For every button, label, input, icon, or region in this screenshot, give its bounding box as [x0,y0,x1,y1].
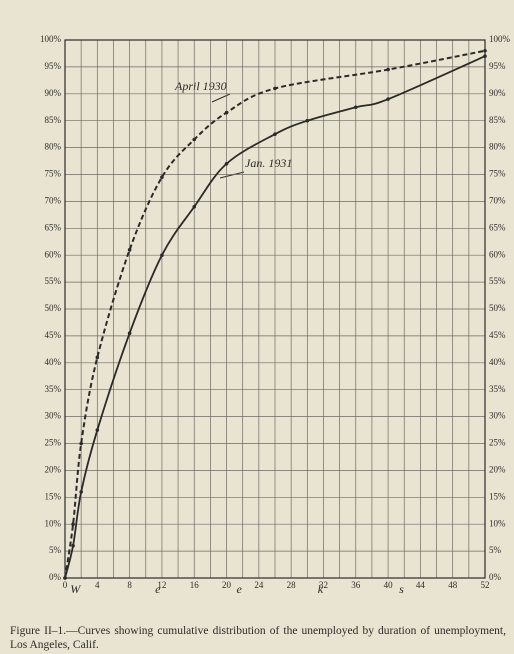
y-tick-label: 95% [45,61,62,71]
y-tick-label: 70% [45,195,62,205]
y-tick-label-right: 100% [489,34,511,44]
y-tick-label-right: 30% [489,411,506,421]
y-tick-label: 80% [45,142,62,152]
y-tick-label: 30% [45,411,62,421]
point [273,132,277,136]
point [127,248,132,252]
x-tick-label: 0 [63,580,68,590]
y-tick-label: 35% [45,384,62,394]
y-tick-label-right: 15% [489,491,506,501]
x-tick-label: 24 [254,580,264,590]
y-tick-label-right: 25% [489,438,506,448]
y-tick-label-right: 75% [489,169,506,179]
y-tick-label: 10% [45,518,62,528]
y-tick-label: 0% [49,572,62,582]
x-axis-label: Weeks [70,582,480,596]
point [95,428,100,432]
x-tick-label: 16 [190,580,200,590]
point [224,161,229,166]
point [224,110,229,115]
annotation: April 1930 [174,79,227,93]
x-tick-label: 20 [222,580,232,590]
y-tick-label: 75% [45,169,62,179]
y-tick-label: 25% [45,438,62,448]
y-tick-label: 60% [45,249,62,259]
y-tick-label-right: 20% [489,464,506,474]
point [127,331,132,336]
y-tick-label-right: 80% [489,142,506,152]
chart: Weeks April 1930 Jan. 1931 0% 0% 5% 5% 10% 10… [40,34,511,596]
x-tick-label: 44 [416,580,426,590]
y-tick-label-right: 65% [489,222,506,232]
point [79,490,83,494]
y-tick-label: 45% [45,330,62,340]
y-tick-label-right: 35% [489,384,506,394]
point [71,522,75,526]
x-tick-label: 8 [127,580,132,590]
leader [219,171,245,179]
point [483,54,487,58]
point [160,175,164,179]
point [353,105,358,110]
x-tick-label: 4 [95,580,100,590]
y-tick-label-right: 70% [489,195,506,205]
y-tick-label-right: 90% [489,88,506,98]
y-tick-label-right: 60% [489,249,506,259]
x-tick-label: 52 [481,580,490,590]
y-tick-label-right: 0% [489,572,502,582]
point [63,576,67,580]
point [273,86,277,91]
y-tick-label: 90% [45,88,62,98]
caption: Figure II–1.—Curves showing cumulative d… [10,625,506,651]
y-tick-label: 20% [45,464,62,474]
point [160,253,164,257]
point [483,48,487,53]
y-tick-label: 55% [45,276,62,286]
x-tick-label: 28 [287,580,297,590]
y-tick-label-right: 95% [489,61,506,71]
annotation: Jan. 1931 [245,156,292,170]
x-tick-label: 12 [157,580,166,590]
series-line [64,49,486,579]
point [386,67,390,72]
y-tick-label: 85% [45,115,62,125]
point [79,441,83,446]
plot-frame [64,39,486,579]
x-tick-label: 32 [319,580,328,590]
y-tick-label: 50% [45,303,62,313]
y-tick-label-right: 45% [489,330,506,340]
x-tick-label: 36 [351,580,361,590]
y-tick-label: 100% [40,34,62,44]
point [95,355,100,360]
y-tick-label-right: 5% [489,545,502,555]
leader [211,93,231,103]
point [386,97,390,101]
x-tick-label: 48 [448,580,458,590]
point [192,137,197,142]
y-tick-label-right: 40% [489,357,506,367]
y-tick-label: 40% [45,357,62,367]
point [305,118,310,123]
y-tick-label-right: 50% [489,303,506,313]
point [192,204,197,209]
y-tick-label: 65% [45,222,62,232]
y-tick-label-right: 55% [489,276,506,286]
y-tick-label: 5% [49,545,62,555]
x-tick-label: 40 [384,580,394,590]
y-tick-label-right: 10% [489,518,506,528]
point [71,543,75,548]
y-tick-label-right: 85% [489,115,506,125]
y-tick-label: 15% [45,491,62,501]
